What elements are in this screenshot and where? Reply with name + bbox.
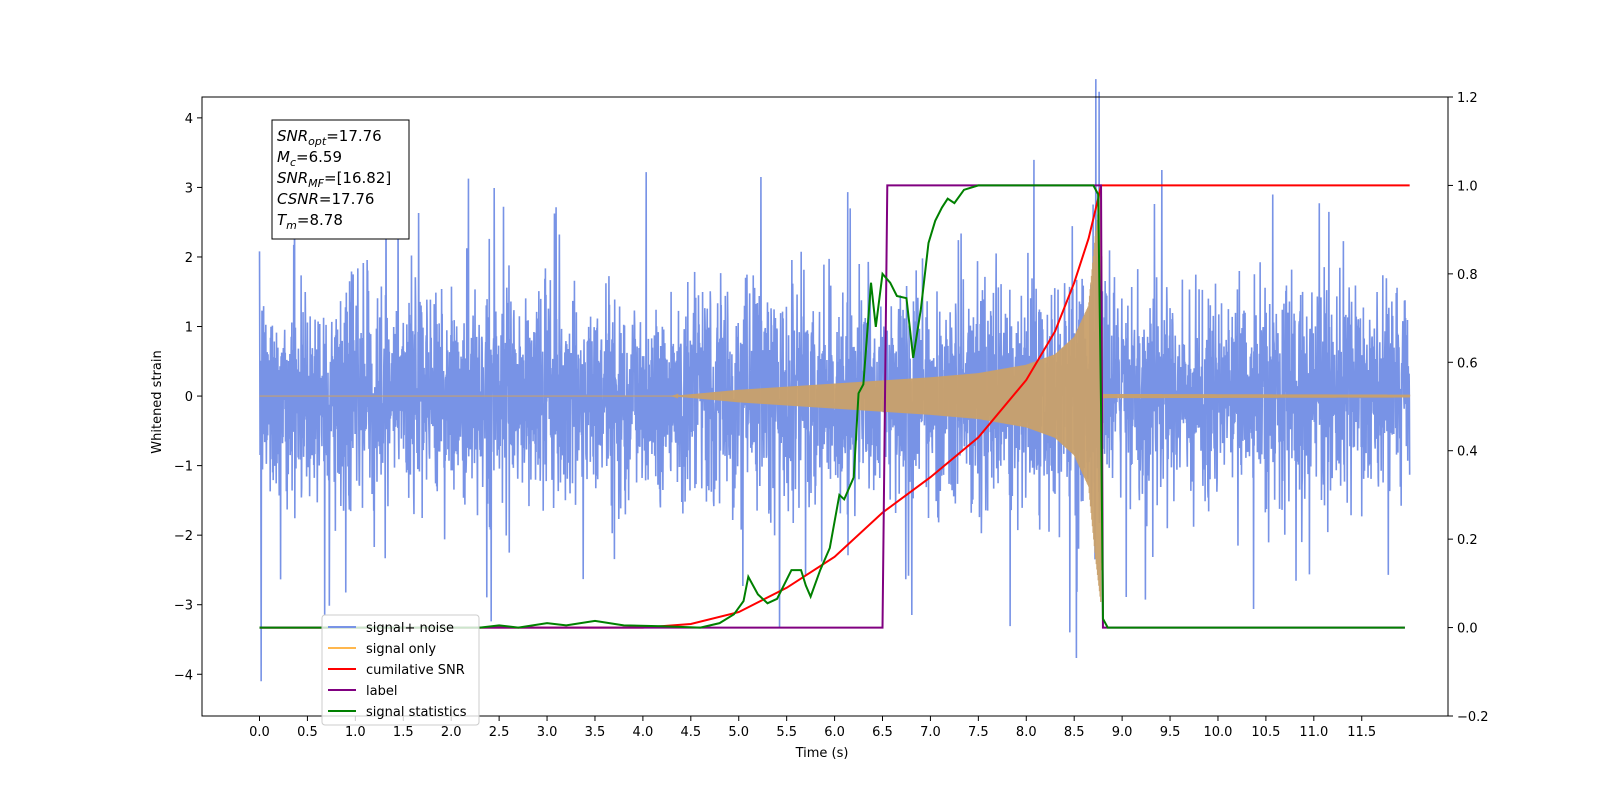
y2-tick-label: 0.8	[1457, 268, 1478, 283]
x-tick-label: 5.0	[728, 725, 749, 740]
y2-tick-label: 1.0	[1457, 179, 1478, 194]
x-tick-label: 0.0	[249, 725, 270, 740]
y2-tick-label: 0.4	[1457, 445, 1478, 460]
legend-label: label	[366, 684, 397, 699]
x-tick-label: 5.5	[776, 725, 797, 740]
x-tick-label: 2.0	[441, 725, 462, 740]
y-tick-label: −1	[174, 460, 193, 475]
x-tick-label: 11.0	[1299, 725, 1328, 740]
plot-area	[258, 79, 1411, 682]
y-tick-label: −2	[174, 529, 193, 544]
annotation-line: CSNR=17.76	[277, 190, 374, 208]
annotation-box: SNRopt=17.76Mc=6.59SNRMF=[16.82]CSNR=17.…	[271, 119, 410, 240]
x-tick-label: 8.5	[1064, 725, 1085, 740]
axes-frame	[201, 96, 1449, 717]
x-tick-label: 11.5	[1347, 725, 1376, 740]
annotation-subscript: MF	[308, 177, 324, 190]
x-tick-label: 9.0	[1112, 725, 1133, 740]
annotation-value: =17.76	[319, 190, 375, 208]
annotation-value: =17.76	[326, 127, 382, 145]
x-tick-label: 4.0	[633, 725, 654, 740]
annotation-line: Tm=8.78	[277, 211, 343, 232]
x-tick-label: 6.5	[872, 725, 893, 740]
annotation-symbol: SNR	[277, 127, 308, 145]
y-axis-label: Whitened strain	[150, 350, 165, 453]
series-line-signal-plus-noise	[258, 79, 1411, 682]
annotation-symbol: SNR	[277, 169, 308, 187]
x-tick-label: 7.0	[920, 725, 941, 740]
legend-frame	[321, 614, 480, 726]
annotation-subscript: c	[290, 156, 296, 169]
annotation-subscript: opt	[308, 135, 327, 148]
y-tick-label: 0	[185, 390, 193, 405]
legend-label: signal+ noise	[366, 621, 454, 636]
annotation-line: SNRMF=[16.82]	[277, 169, 391, 190]
annotation-line: SNRopt=17.76	[277, 127, 382, 148]
x-axis-label: Time (s)	[795, 746, 849, 761]
x-tick-label: 10.0	[1203, 725, 1232, 740]
axes: 0.0 0.5 1.0 1.5 2.0 2.5 3.0 3.5 4.0 4.5 5.0 5.5 6.0 6…	[174, 91, 1489, 740]
y-tick-label: −4	[174, 668, 193, 683]
legend-label: signal statistics	[366, 705, 467, 720]
legend: signal+ noise signal only cumilative SNR la…	[321, 614, 480, 726]
series-line-signal-statistics	[259, 184, 1405, 629]
x-tick-label: 4.5	[680, 725, 701, 740]
annotation-symbol: CSNR	[277, 190, 319, 208]
annotation-value: =6.59	[296, 148, 342, 166]
legend-label: cumilative SNR	[366, 663, 465, 678]
x-tick-label: 1.0	[345, 725, 366, 740]
y2-tick-label: 0.6	[1457, 356, 1478, 371]
x-tick-label: 0.5	[297, 725, 318, 740]
y2-tick-label: −0.2	[1457, 710, 1489, 725]
annotation-symbol: T	[277, 211, 288, 229]
y-tick-label: 4	[185, 112, 193, 127]
annotation-symbol: M	[277, 148, 290, 166]
annotation-value: =8.78	[297, 211, 343, 229]
y-tick-label: 3	[185, 181, 193, 196]
y2-tick-label: 0.0	[1457, 622, 1478, 637]
y-tick-label: 1	[185, 321, 193, 336]
legend-label: signal only	[366, 642, 436, 657]
y2-tick-label: 0.2	[1457, 533, 1478, 548]
x-tick-label: 3.5	[585, 725, 606, 740]
x-tick-label: 2.5	[489, 725, 510, 740]
y-tick-label: −3	[174, 599, 193, 614]
annotation-value: =[16.82]	[324, 169, 391, 187]
x-tick-label: 7.5	[968, 725, 989, 740]
x-tick-label: 6.0	[824, 725, 845, 740]
y-tick-label: 2	[185, 251, 193, 266]
x-tick-label: 8.0	[1016, 725, 1037, 740]
y2-tick-label: 1.2	[1457, 91, 1478, 106]
annotation-line: Mc=6.59	[277, 148, 342, 169]
x-tick-label: 9.5	[1160, 725, 1181, 740]
x-tick-label: 1.5	[393, 725, 414, 740]
series-line-signal-only	[259, 187, 1411, 603]
annotation-subscript: m	[286, 219, 297, 232]
x-tick-label: 10.5	[1251, 725, 1280, 740]
x-tick-label: 3.0	[537, 725, 558, 740]
annotation-frame	[271, 119, 410, 240]
